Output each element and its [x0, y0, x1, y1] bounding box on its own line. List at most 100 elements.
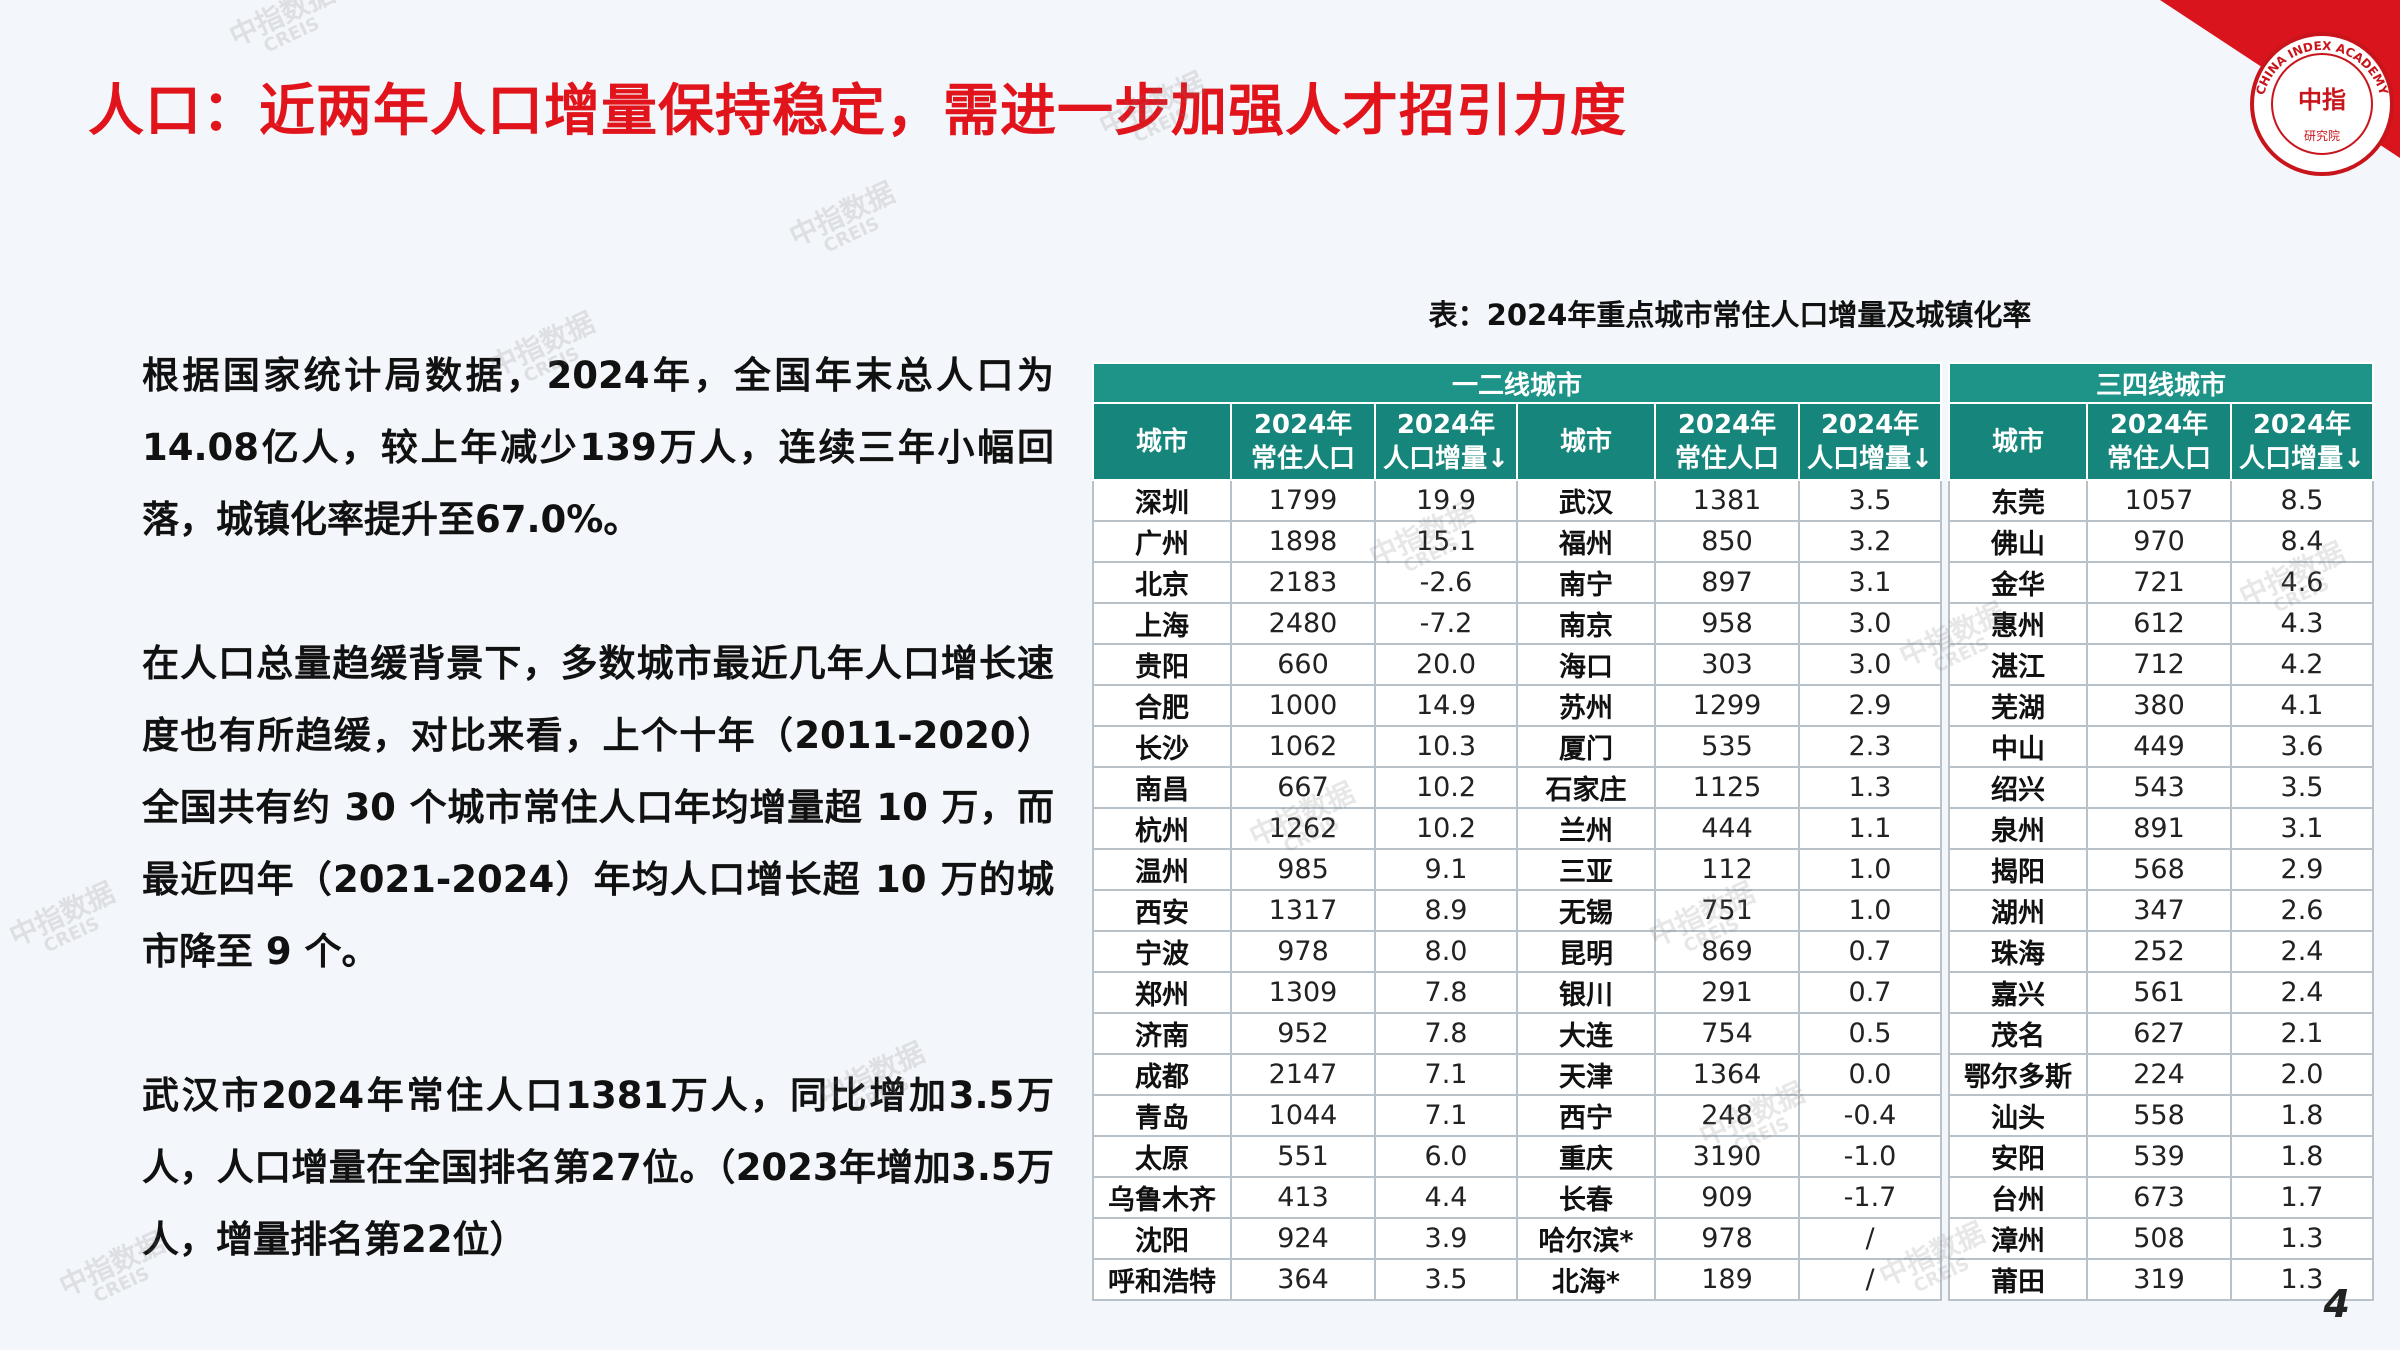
- body-text: 根据国家统计局数据，2024年，全国年末总人口为14.08亿人，较上年减少139…: [142, 340, 1054, 1348]
- value-cell: 4.4: [1374, 1176, 1518, 1219]
- city-cell: 宁波: [1092, 930, 1232, 973]
- table-row: 深圳 1799 19.9 武汉 1381 3.5 东莞 1057 8.5: [1092, 479, 2374, 522]
- header-line: 2024年: [1396, 409, 1496, 440]
- city-cell: 石家庄: [1516, 766, 1656, 809]
- watermark-text: CREIS: [40, 913, 103, 958]
- gap: [1941, 603, 1949, 644]
- value-cell: 627: [2086, 1012, 2232, 1055]
- table-row: 合肥 1000 14.9 苏州 1299 2.9 芜湖 380 4.1: [1092, 684, 2374, 727]
- value-cell: 1.7: [2230, 1176, 2374, 1219]
- value-cell: 660: [1230, 643, 1376, 686]
- value-cell: /: [1798, 1217, 1942, 1260]
- header-line: 2024年: [1820, 409, 1920, 440]
- value-cell: 2.6: [2230, 889, 2374, 932]
- value-cell: 1262: [1230, 807, 1376, 850]
- value-cell: 3.5: [1374, 1258, 1518, 1301]
- value-cell: -0.4: [1798, 1094, 1942, 1137]
- value-cell: 0.0: [1798, 1053, 1942, 1096]
- city-cell: 湛江: [1948, 643, 2088, 686]
- gap: [1941, 403, 1949, 480]
- value-cell: 751: [1654, 889, 1800, 932]
- gap: [1941, 644, 1949, 685]
- gap: [1941, 808, 1949, 849]
- table-row: 郑州 1309 7.8 银川 291 0.7 嘉兴 561 2.4: [1092, 971, 2374, 1014]
- value-cell: 2.4: [2230, 930, 2374, 973]
- value-cell: 3.0: [1798, 602, 1942, 645]
- value-cell: 2.9: [2230, 848, 2374, 891]
- city-cell: 台州: [1948, 1176, 2088, 1219]
- city-cell: 湖州: [1948, 889, 2088, 932]
- header-line: 常住人口: [2106, 443, 2211, 474]
- value-cell: 3.0: [1798, 643, 1942, 686]
- header-line: 2024年: [2109, 409, 2209, 440]
- value-cell: 978: [1654, 1217, 1800, 1260]
- logo-inner-ring: [2271, 53, 2373, 155]
- value-cell: 3.1: [1798, 561, 1942, 604]
- value-cell: 891: [2086, 807, 2232, 850]
- gap: [1941, 1013, 1949, 1054]
- city-cell: 厦门: [1516, 725, 1656, 768]
- column-header: 2024年 人口增量↓: [1798, 402, 1942, 481]
- gap: [1941, 767, 1949, 808]
- value-cell: 3.9: [1374, 1217, 1518, 1260]
- value-cell: 978: [1230, 930, 1376, 973]
- value-cell: 2147: [1230, 1053, 1376, 1096]
- value-cell: 924: [1230, 1217, 1376, 1260]
- gap: [1941, 1054, 1949, 1095]
- city-cell: 茂名: [1948, 1012, 2088, 1055]
- city-cell: 昆明: [1516, 930, 1656, 973]
- value-cell: 6.0: [1374, 1135, 1518, 1178]
- value-cell: 1.0: [1798, 889, 1942, 932]
- value-cell: 673: [2086, 1176, 2232, 1219]
- value-cell: 1.1: [1798, 807, 1942, 850]
- value-cell: 15.1: [1374, 520, 1518, 563]
- group-header: 一二线城市: [1092, 362, 1942, 404]
- value-cell: -7.2: [1374, 602, 1518, 645]
- city-cell: 武汉: [1516, 479, 1656, 522]
- column-header: 城市: [1948, 402, 2088, 481]
- column-header: 城市: [1516, 402, 1656, 481]
- gap: [1941, 1095, 1949, 1136]
- city-cell: 揭阳: [1948, 848, 2088, 891]
- paragraph: 根据国家统计局数据，2024年，全国年末总人口为14.08亿人，较上年减少139…: [142, 354, 1054, 541]
- value-cell: 1.8: [2230, 1094, 2374, 1137]
- city-cell: 北京: [1092, 561, 1232, 604]
- city-cell: 佛山: [1948, 520, 2088, 563]
- city-cell: 三亚: [1516, 848, 1656, 891]
- table-row: 南昌 667 10.2 石家庄 1125 1.3 绍兴 543 3.5: [1092, 766, 2374, 809]
- value-cell: 4.1: [2230, 684, 2374, 727]
- table-row: 西安 1317 8.9 无锡 751 1.0 湖州 347 2.6: [1092, 889, 2374, 932]
- value-cell: 612: [2086, 602, 2232, 645]
- city-cell: 南京: [1516, 602, 1656, 645]
- value-cell: 985: [1230, 848, 1376, 891]
- value-cell: 19.9: [1374, 479, 1518, 522]
- value-cell: 2183: [1230, 561, 1376, 604]
- page-number: 4: [2323, 1282, 2350, 1326]
- column-header: 城市: [1092, 402, 1232, 481]
- value-cell: 2.0: [2230, 1053, 2374, 1096]
- value-cell: 303: [1654, 643, 1800, 686]
- gap: [1941, 1136, 1949, 1177]
- value-cell: 1057: [2086, 479, 2232, 522]
- value-cell: 1799: [1230, 479, 1376, 522]
- value-cell: 7.8: [1374, 971, 1518, 1014]
- gap: [1941, 849, 1949, 890]
- value-cell: 0.5: [1798, 1012, 1942, 1055]
- value-cell: 3190: [1654, 1135, 1800, 1178]
- header-line: 常住人口: [1250, 443, 1355, 474]
- header-line: 常住人口: [1674, 443, 1779, 474]
- header-line: 人口增量↓: [1807, 443, 1933, 474]
- city-cell: 长沙: [1092, 725, 1232, 768]
- city-cell: 青岛: [1092, 1094, 1232, 1137]
- value-cell: 543: [2086, 766, 2232, 809]
- table-row: 呼和浩特 364 3.5 北海* 189/莆田 319 1.3: [1092, 1258, 2374, 1301]
- city-cell: 大连: [1516, 1012, 1656, 1055]
- group-header: 三四线城市: [1948, 362, 2374, 404]
- city-cell: 杭州: [1092, 807, 1232, 850]
- value-cell: 2.9: [1798, 684, 1942, 727]
- value-cell: 2480: [1230, 602, 1376, 645]
- city-cell: 珠海: [1948, 930, 2088, 973]
- table-row: 贵阳 660 20.0 海口 303 3.0 湛江 712 4.2: [1092, 643, 2374, 686]
- city-cell: 无锡: [1516, 889, 1656, 932]
